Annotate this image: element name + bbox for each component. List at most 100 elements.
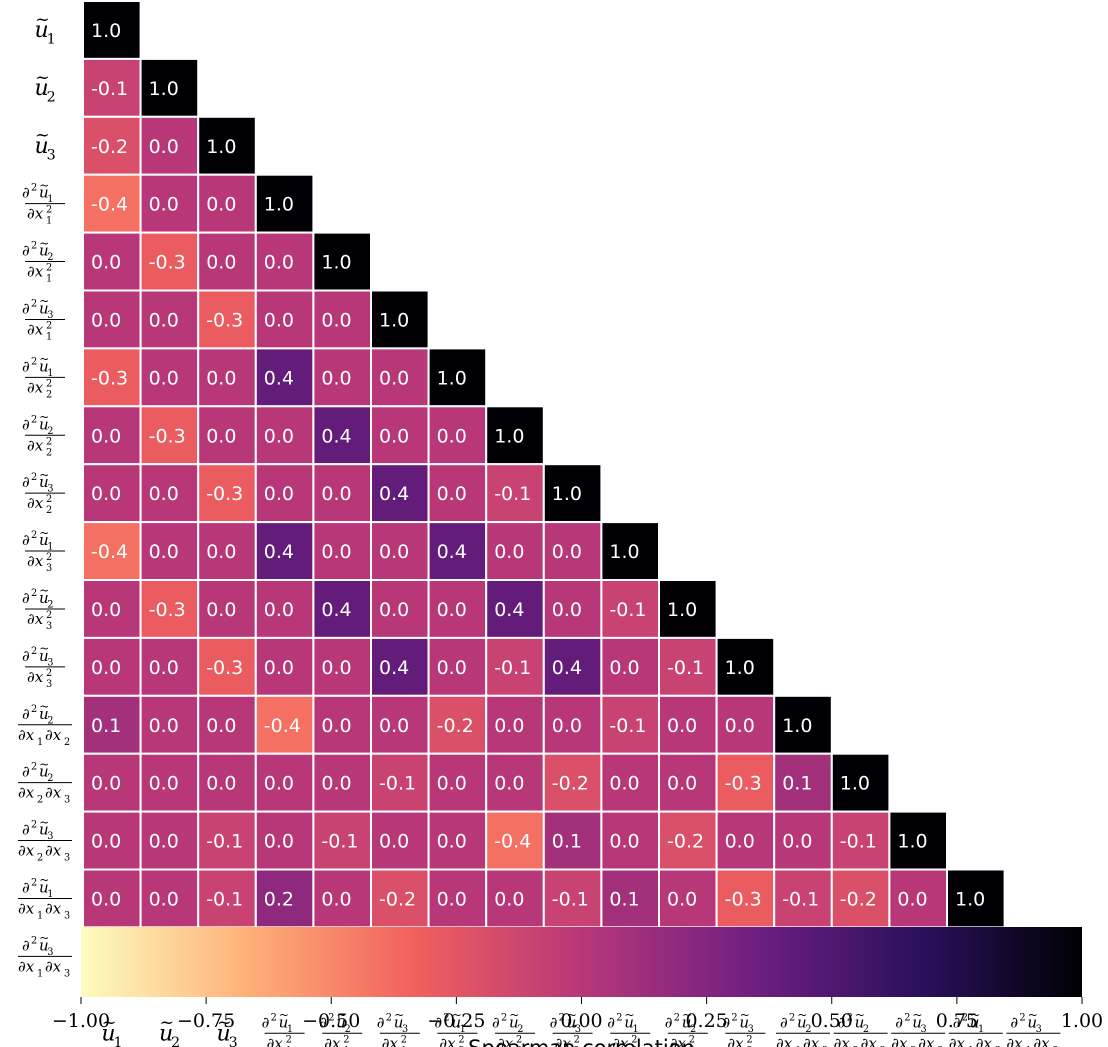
svg-text:~: ~ — [39, 815, 49, 829]
heatmap-cell — [370, 521, 430, 581]
svg-text:u: u — [39, 531, 49, 549]
svg-text:2: 2 — [31, 877, 37, 888]
svg-text:~: ~ — [39, 584, 49, 598]
svg-text:∂x: ∂x — [891, 1034, 908, 1047]
svg-text:2: 2 — [690, 1024, 696, 1035]
cell-value-label: 0.0 — [437, 831, 467, 853]
svg-text:1: 1 — [343, 1045, 349, 1047]
cell-value-label: 0.4 — [437, 541, 467, 563]
cell-value-label: 0.0 — [494, 541, 524, 563]
svg-text:2: 2 — [46, 320, 52, 331]
heatmap-cell — [427, 810, 488, 871]
cell-value-label: 0.0 — [149, 194, 179, 216]
svg-text:∂: ∂ — [22, 821, 30, 839]
svg-text:u: u — [336, 1013, 346, 1031]
svg-text:3: 3 — [689, 1045, 695, 1047]
svg-text:3: 3 — [47, 484, 53, 495]
colorbar-label: Spearman correlation — [468, 1036, 695, 1047]
cell-value-label: -0.1 — [609, 715, 646, 737]
svg-text:2: 2 — [31, 935, 37, 946]
svg-text:∂x: ∂x — [27, 263, 44, 281]
cell-value-label: -0.1 — [609, 599, 646, 621]
svg-text:3: 3 — [47, 147, 56, 163]
cell-value-label: 0.0 — [379, 541, 409, 563]
cell-value-label: 0.0 — [91, 425, 121, 447]
svg-text:∂: ∂ — [953, 1013, 961, 1031]
svg-text:2: 2 — [386, 1012, 392, 1023]
svg-text:u: u — [35, 18, 49, 43]
svg-text:1: 1 — [46, 216, 52, 227]
svg-text:∂x: ∂x — [27, 205, 44, 223]
svg-text:2: 2 — [31, 588, 37, 599]
svg-text:2: 2 — [46, 436, 52, 447]
svg-text:2: 2 — [31, 762, 37, 773]
svg-text:u: u — [101, 1021, 115, 1046]
svg-text:∂x: ∂x — [27, 668, 44, 686]
svg-text:3: 3 — [995, 1045, 1001, 1047]
cell-value-label: -0.3 — [149, 252, 186, 274]
heatmap-cell — [715, 752, 776, 813]
svg-text:∂: ∂ — [22, 357, 30, 375]
svg-text:∂x: ∂x — [497, 1034, 514, 1047]
svg-text:2: 2 — [47, 426, 53, 437]
cell-value-label: 1.0 — [379, 309, 409, 331]
svg-text:2: 2 — [344, 1024, 350, 1035]
svg-text:~: ~ — [279, 1008, 289, 1022]
heatmap-cell — [139, 347, 200, 408]
svg-text:2: 2 — [517, 1024, 523, 1035]
svg-text:2: 2 — [46, 552, 52, 563]
cell-value-label: 0.0 — [206, 715, 236, 737]
heatmap-cell — [830, 868, 891, 929]
cell-value-label: 0.0 — [91, 252, 121, 274]
svg-text:∂x: ∂x — [267, 1034, 284, 1047]
axis-variable-label: ∂2u~2∂x32 — [665, 1008, 708, 1047]
svg-text:∂: ∂ — [550, 1013, 558, 1031]
svg-text:2: 2 — [863, 1024, 869, 1035]
cell-value-label: 0.0 — [321, 483, 351, 505]
axis-variable-label: u~3 — [217, 1013, 238, 1047]
heatmap-cell — [658, 810, 718, 871]
heatmap-cell — [542, 868, 603, 929]
svg-text:1: 1 — [968, 1045, 974, 1047]
svg-text:u: u — [39, 415, 49, 433]
cell-value-label: 0.4 — [379, 657, 409, 679]
cell-value-label: 0.0 — [149, 541, 179, 563]
svg-text:2: 2 — [516, 1034, 522, 1045]
svg-text:u: u — [35, 134, 49, 159]
svg-text:2: 2 — [343, 1034, 349, 1045]
cell-value-label: 0.0 — [149, 715, 179, 737]
axis-variable-label: ∂2u~3∂x32 — [722, 1008, 766, 1047]
svg-text:∂: ∂ — [22, 242, 30, 260]
heatmap-cell — [485, 636, 545, 697]
svg-text:∂x: ∂x — [27, 320, 44, 338]
cell-value-label: -0.1 — [91, 78, 128, 100]
axis-variable-label: ∂2u~1∂x1∂x3 — [948, 1008, 1003, 1047]
svg-text:∂: ∂ — [22, 415, 30, 433]
cell-value-label: 0.0 — [91, 309, 121, 331]
cell-value-label: 0.0 — [437, 483, 467, 505]
heatmap-cell — [82, 868, 142, 929]
svg-text:u: u — [39, 357, 49, 375]
svg-text:u: u — [279, 1013, 289, 1031]
svg-text:3: 3 — [47, 657, 53, 668]
svg-text:∂x: ∂x — [439, 1034, 456, 1047]
svg-text:u: u — [39, 473, 49, 491]
svg-text:~: ~ — [682, 1008, 692, 1022]
heatmap-cell — [254, 752, 315, 813]
cell-value-label: -0.3 — [206, 483, 243, 505]
axis-variable-label: ∂2u~2∂x22 — [492, 1008, 535, 1047]
heatmap-cell — [82, 289, 142, 350]
cell-value-label: -0.3 — [206, 309, 243, 331]
svg-text:~: ~ — [35, 10, 50, 30]
svg-text:~: ~ — [159, 1013, 174, 1033]
heatmap-cell — [715, 868, 776, 929]
svg-text:1: 1 — [978, 1024, 984, 1035]
cell-value-label: 0.0 — [667, 715, 697, 737]
colorbar-tick-label: 0.75 — [936, 1010, 978, 1032]
svg-text:∂: ∂ — [22, 531, 30, 549]
svg-text:2: 2 — [616, 1012, 622, 1023]
svg-text:1: 1 — [46, 274, 52, 285]
